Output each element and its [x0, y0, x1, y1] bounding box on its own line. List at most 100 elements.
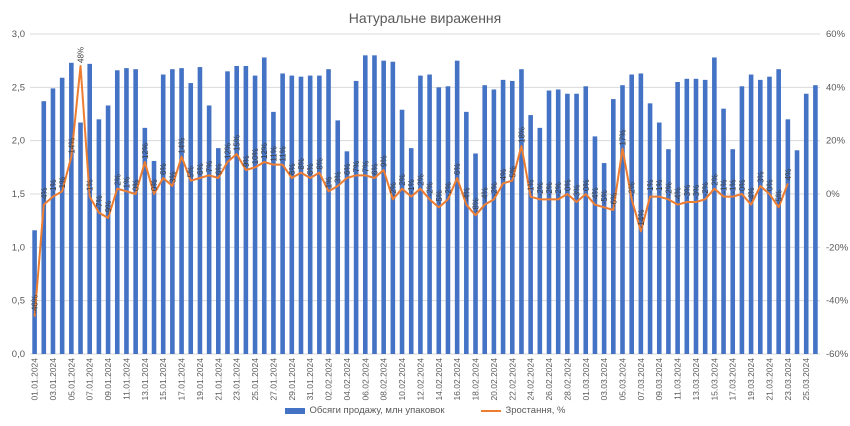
line-data-label: 6% [343, 163, 352, 175]
line-data-label: -2% [536, 182, 545, 196]
x-tick-label: 18.02.2024 [471, 358, 481, 401]
bar [96, 119, 102, 354]
line-data-label: -1% [729, 179, 738, 193]
bar [500, 79, 506, 354]
bar [271, 111, 276, 354]
x-tick-label: 19.03.2024 [746, 358, 756, 401]
legend-item-line: Зростання, % [480, 405, 565, 416]
x-tick-label: 09.01.2024 [103, 358, 113, 401]
bar [803, 93, 809, 354]
x-tick-label: 13.01.2024 [140, 358, 150, 401]
bar [702, 79, 708, 354]
y-left-tick-label: 3,0 [12, 29, 25, 40]
bar [326, 69, 331, 354]
line-data-label: 48% [77, 47, 86, 63]
bar [684, 78, 690, 355]
bar [776, 69, 781, 354]
line-data-label: 9% [242, 155, 251, 167]
y-left-tick-label: 2,0 [12, 136, 25, 147]
bar [491, 89, 497, 354]
line-data-label: 6% [196, 163, 205, 175]
y-right-tick-label: 40% [826, 82, 846, 93]
bar [142, 127, 148, 354]
bar [418, 75, 423, 354]
bar [436, 87, 442, 354]
x-tick-label: 16.02.2024 [452, 358, 462, 401]
line-data-label: 4% [784, 169, 793, 181]
bar [353, 80, 359, 354]
bar [813, 85, 818, 354]
line-data-label: -2% [444, 182, 453, 196]
bar [721, 108, 726, 355]
line-data-label: 6% [288, 163, 297, 175]
y-left-tick-label: 2,5 [12, 82, 25, 93]
x-tick-label: 04.02.2024 [342, 358, 352, 401]
legend: Обсяги продажу, млн упаковок Зростання, … [0, 405, 850, 416]
line-data-label: 12% [224, 143, 233, 159]
bar [656, 122, 662, 355]
line-data-label: -1% [646, 179, 655, 193]
bar [408, 148, 414, 354]
line-data-label: 2% [710, 174, 719, 186]
line-data-label: -4% [481, 187, 490, 201]
growth-line [33, 65, 789, 317]
bar [757, 79, 763, 354]
bar [87, 63, 93, 354]
line-data-label: 10% [251, 148, 260, 164]
bar [197, 67, 203, 355]
line-data-label: 4% [499, 169, 508, 181]
line-data-label: -1% [655, 179, 664, 193]
bar [50, 88, 56, 355]
bar [592, 136, 598, 354]
line-data-label: 1% [122, 177, 131, 189]
line-data-label: -8% [472, 198, 481, 212]
x-tick-label: 08.02.2024 [379, 358, 389, 401]
bar [78, 122, 83, 355]
y-left-tick-label: 0,5 [12, 296, 25, 307]
line-data-label: 3% [756, 171, 765, 183]
chart-title: Натуральне вираження [348, 10, 502, 26]
bar [307, 75, 313, 354]
bar [454, 60, 460, 355]
x-tick-label: 15.01.2024 [158, 358, 168, 401]
y-left-tick-label: 0,0 [12, 349, 25, 360]
bar [160, 74, 166, 355]
bar [537, 127, 543, 354]
bar [298, 76, 304, 355]
bar [565, 93, 570, 354]
bar [473, 153, 478, 354]
line-data-label: 15% [233, 135, 242, 151]
line-data-label: 5% [508, 166, 517, 178]
line-data-label: -6% [609, 193, 618, 207]
line-data-label: -4% [591, 187, 600, 201]
line-data-label: -5% [775, 190, 784, 204]
bar [555, 89, 561, 354]
line-data-label: 0% [563, 179, 572, 191]
bar [794, 150, 800, 354]
bar [105, 105, 111, 354]
bar [124, 68, 129, 354]
y-right-tick-label: -20% [826, 242, 849, 253]
line-data-label: 8% [315, 158, 324, 170]
bar [216, 148, 221, 354]
legend-label-bars: Обсяги продажу, млн упаковок [309, 405, 445, 416]
bar [381, 60, 386, 355]
x-tick-label: 07.03.2024 [636, 358, 646, 401]
x-tick-label: 29.01.2024 [287, 358, 297, 401]
bar [767, 76, 772, 355]
line-data-label: 3% [334, 171, 343, 183]
line-data-label: 9% [380, 155, 389, 167]
x-tick-label: 24.02.2024 [526, 358, 536, 401]
bar [41, 101, 47, 354]
x-tick-label: 05.03.2024 [618, 358, 628, 401]
x-tick-label: 17.01.2024 [177, 358, 187, 401]
x-tick-label: 02.02.2024 [324, 358, 334, 401]
bar [317, 75, 322, 354]
bar [482, 85, 488, 354]
line-data-label: -1% [407, 179, 416, 193]
line-data-label: -9% [104, 201, 113, 215]
line-data-label: 6% [214, 163, 223, 175]
line-data-label: 7% [352, 161, 361, 173]
y-right-tick-label: 60% [826, 29, 846, 40]
